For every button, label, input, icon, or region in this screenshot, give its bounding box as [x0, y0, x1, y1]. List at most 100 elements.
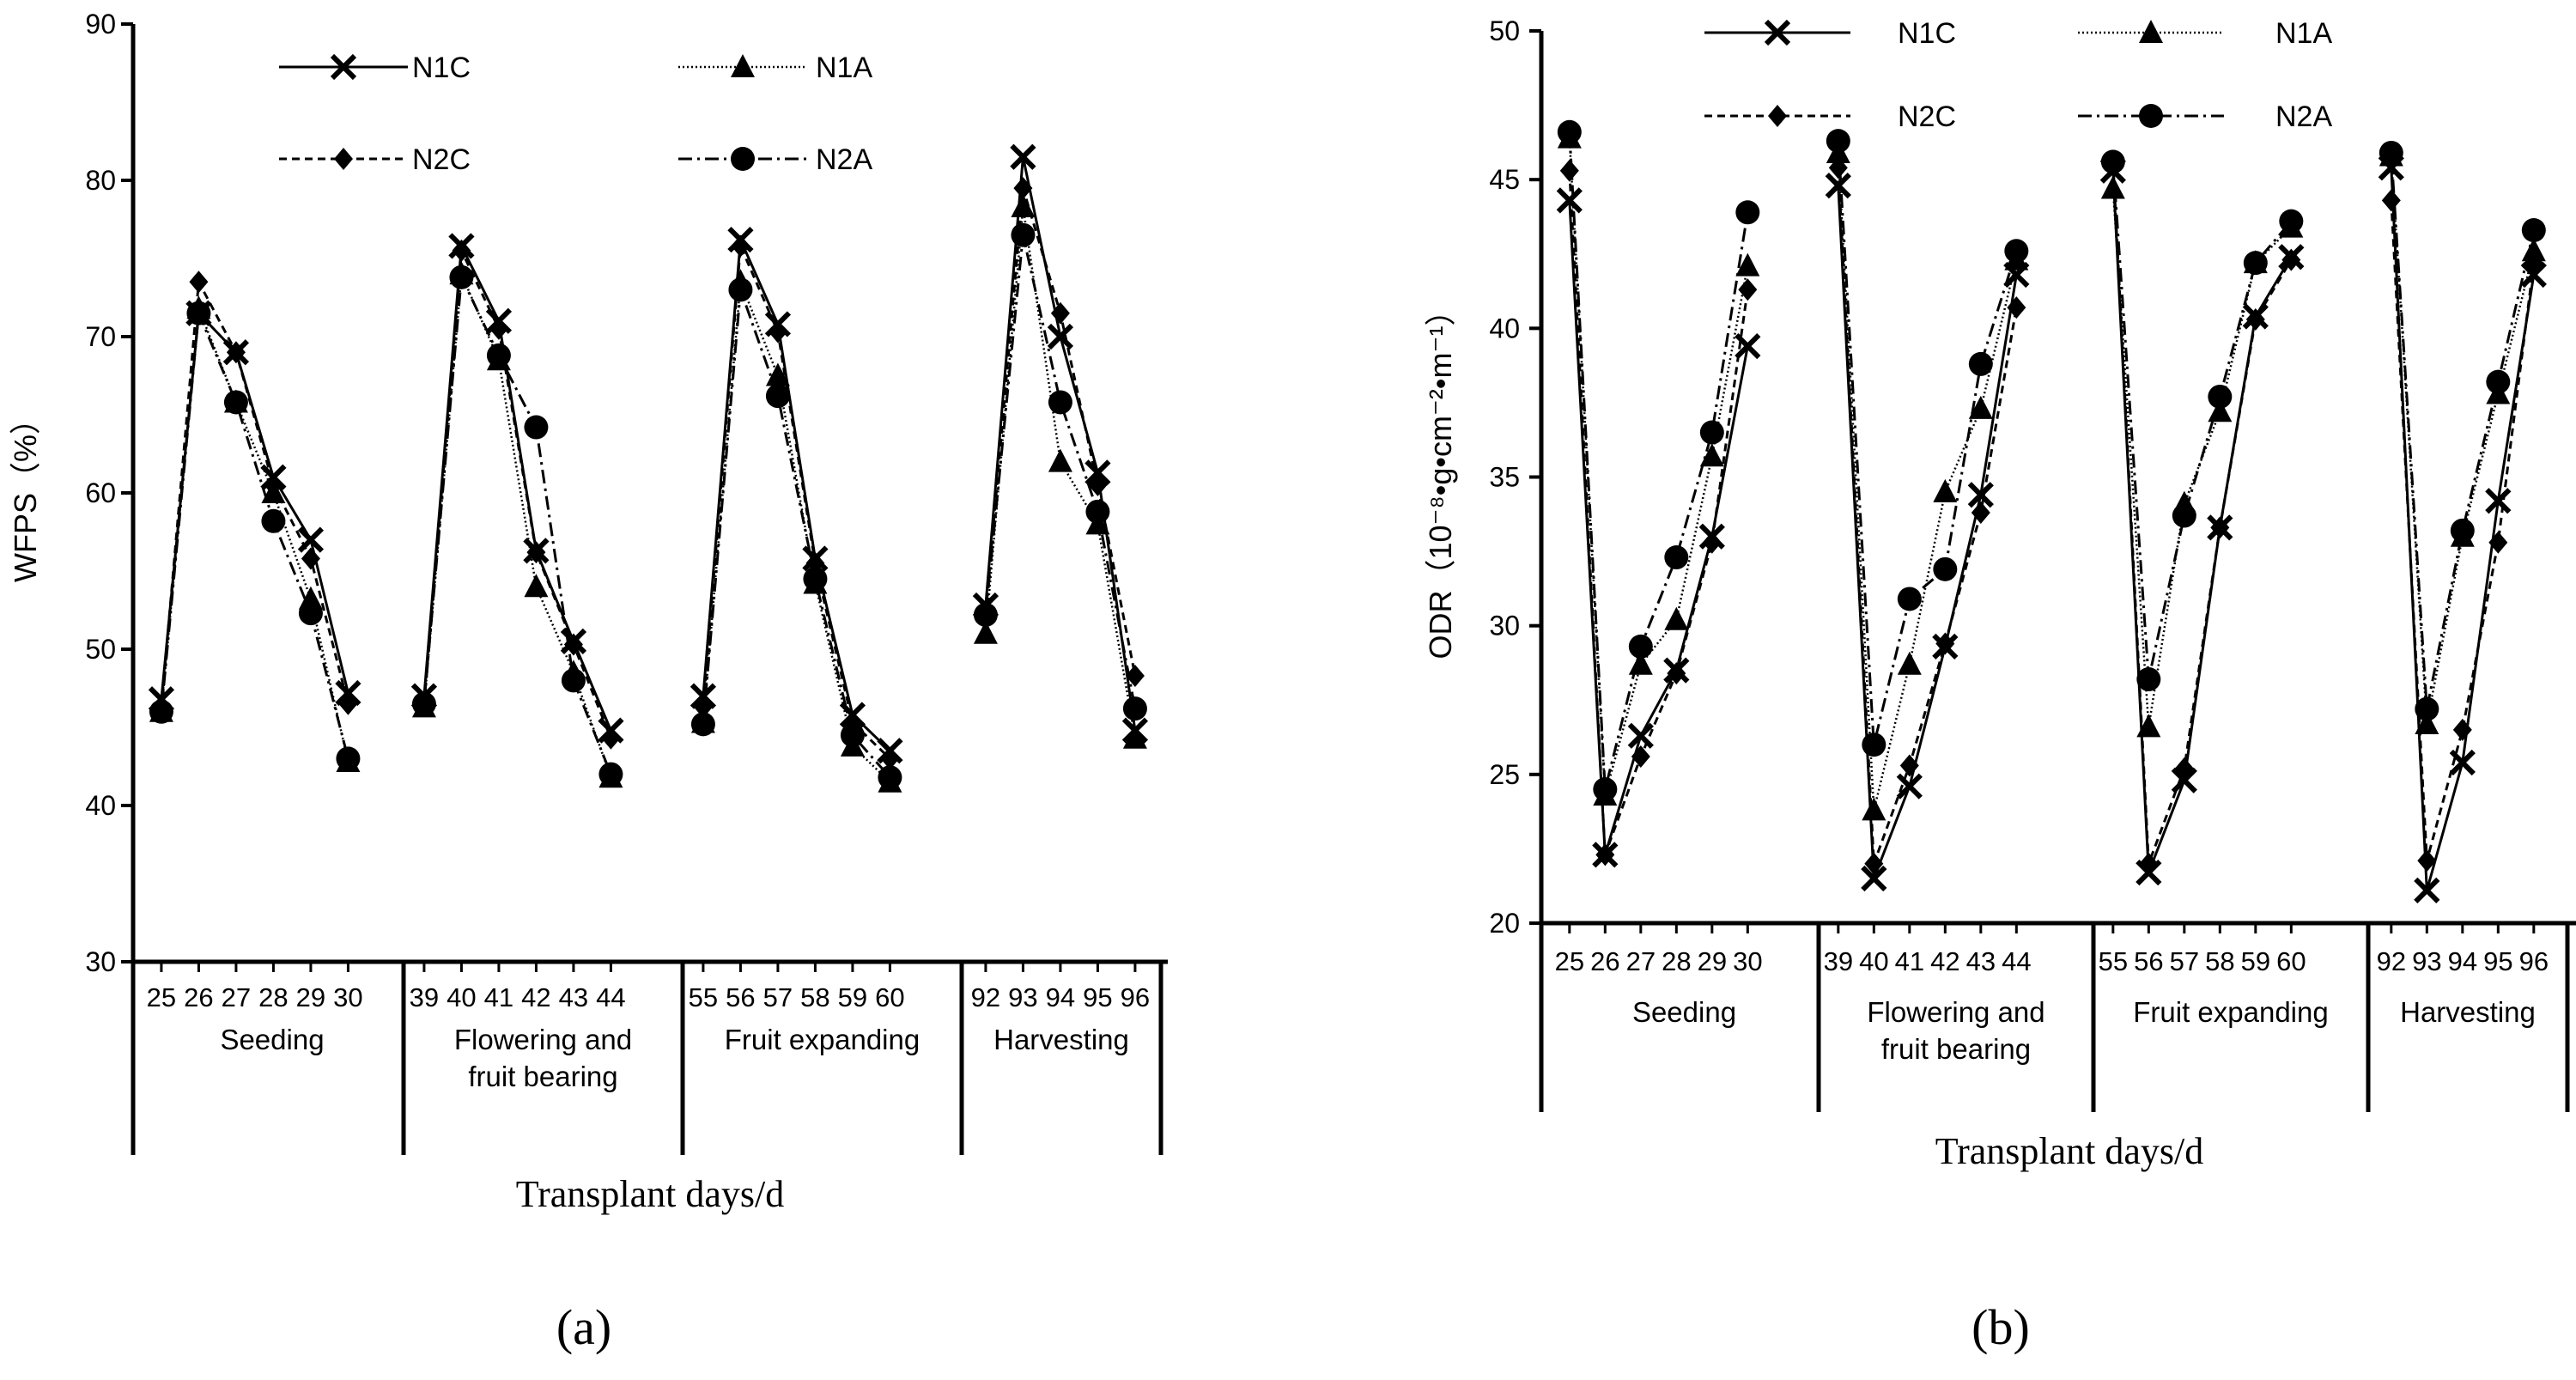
data-point	[1627, 722, 1654, 749]
x-tick-label: 42	[521, 982, 550, 1012]
data-point	[765, 362, 790, 386]
series-n1c	[1556, 155, 2547, 904]
data-point	[880, 747, 900, 770]
series-line	[1837, 152, 2018, 811]
data-point	[1862, 733, 1886, 757]
legend-label: N2C	[1898, 100, 1956, 133]
data-point	[449, 264, 474, 289]
data-point	[2007, 296, 2026, 319]
data-point	[1122, 696, 1147, 721]
data-point	[1861, 865, 1887, 892]
data-point	[1968, 351, 1993, 376]
data-point	[2449, 749, 2476, 776]
x-tick-label: 94	[2448, 946, 2477, 976]
data-point	[1628, 634, 1653, 659]
series-line	[1568, 200, 1749, 855]
series-line	[160, 307, 349, 763]
data-point	[226, 341, 246, 364]
data-point	[1631, 745, 1650, 769]
data-point	[338, 692, 358, 715]
data-point	[1050, 301, 1070, 325]
data-point	[2452, 718, 2472, 741]
series-line	[1568, 170, 1749, 855]
legend-marker	[330, 53, 357, 81]
data-point	[690, 712, 715, 737]
series-n1c	[148, 143, 1149, 764]
x-tick-label: 59	[2241, 946, 2270, 976]
data-point	[601, 726, 621, 750]
data-point	[297, 526, 325, 553]
data-point	[1702, 531, 1722, 554]
x-tick-label: 28	[258, 982, 288, 1012]
data-point	[1897, 651, 1922, 675]
data-point	[1826, 129, 1850, 154]
x-tick-label: 57	[2170, 946, 2199, 976]
data-point	[2139, 852, 2159, 875]
x-tick-label: 29	[296, 982, 325, 1012]
data-point	[186, 301, 211, 325]
data-point	[731, 234, 750, 258]
series-line	[2111, 161, 2293, 865]
panel-label: (b)	[1971, 1299, 2030, 1355]
x-tick-label: 29	[1698, 946, 1727, 976]
data-point	[1862, 797, 1886, 821]
data-point	[1699, 420, 1724, 445]
data-point	[563, 633, 583, 656]
x-tick-label: 93	[2412, 946, 2441, 976]
data-point	[1084, 459, 1111, 486]
x-tick-label: 27	[222, 982, 251, 1012]
y-tick-label: 20	[1489, 908, 1520, 939]
series-n1a	[1557, 125, 2546, 821]
data-point	[2171, 767, 2197, 793]
data-point	[1047, 323, 1074, 350]
x-tick-label: 41	[1895, 946, 1924, 976]
series-line	[422, 272, 612, 775]
data-point	[1735, 332, 1761, 360]
data-point	[2414, 877, 2440, 904]
data-point	[1593, 777, 1618, 802]
legend-marker	[2139, 104, 2163, 128]
y-tick-label: 40	[85, 790, 116, 821]
x-tick-label: 92	[2377, 946, 2406, 976]
data-point	[2208, 384, 2233, 409]
data-point	[2004, 239, 2029, 264]
data-point	[1897, 587, 1922, 611]
data-point	[1559, 159, 1579, 182]
legend: N1C N1A N2C N2A	[279, 52, 872, 176]
series-line	[2390, 200, 2536, 861]
data-point	[2488, 531, 2508, 554]
x-tick-label: 60	[875, 982, 904, 1012]
data-point	[264, 473, 283, 496]
data-point	[1557, 119, 1582, 144]
legend-label: N1C	[1898, 17, 1956, 50]
data-point	[1864, 852, 1884, 875]
data-point	[973, 602, 998, 627]
series-n2c	[1559, 150, 2543, 875]
data-point	[1971, 502, 1990, 525]
x-tick-label: 57	[763, 982, 793, 1012]
data-point	[411, 691, 436, 716]
y-tick-label: 30	[1489, 611, 1520, 641]
data-point	[1933, 478, 1958, 502]
y-tick-label: 35	[1489, 462, 1520, 493]
y-tick-label: 45	[1489, 164, 1520, 195]
stage-label: Fruit expanding	[725, 1024, 920, 1055]
data-point	[1048, 390, 1072, 415]
data-point	[1122, 725, 1147, 749]
x-tick-label: 44	[2002, 946, 2031, 976]
data-point	[189, 271, 209, 294]
data-point	[2136, 667, 2161, 692]
stage-label: Flowering and fruit bearing	[1867, 996, 2044, 1065]
series-line	[984, 187, 1137, 677]
data-point	[2281, 248, 2301, 271]
data-point	[149, 699, 173, 724]
chart-panel-a: 30 40 50 60 70 80 90 25 26 27 28 29 30 Seeding 39 40 41 4…	[8, 9, 1168, 1355]
series-line	[160, 277, 349, 708]
y-tick-label: 80	[85, 165, 116, 196]
data-point	[1595, 843, 1615, 866]
legend-marker	[2139, 20, 2163, 43]
y-tick-label: 60	[85, 477, 116, 508]
series-line	[984, 206, 1137, 739]
